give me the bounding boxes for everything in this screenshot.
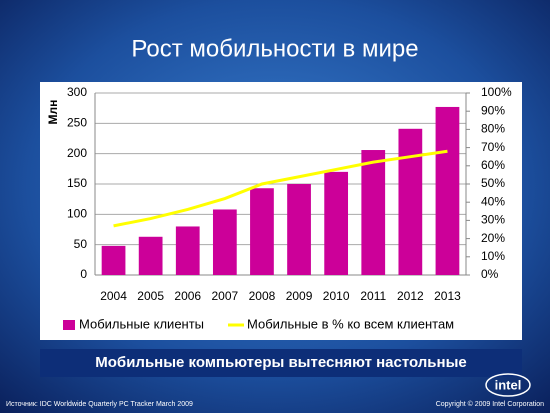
y2-tick-label: 100% — [481, 85, 512, 99]
y-tick-label: 300 — [67, 85, 87, 99]
y-axis-label: Млн — [46, 100, 60, 125]
y2-tick-label: 50% — [481, 176, 505, 190]
x-tick-label: 2010 — [323, 289, 350, 303]
y2-tick-label: 80% — [481, 122, 505, 136]
x-tick-label: 2009 — [286, 289, 313, 303]
logo: intel — [495, 377, 522, 392]
bar — [287, 184, 311, 275]
x-tick-label: 2012 — [397, 289, 424, 303]
x-tick-label: 2005 — [137, 289, 164, 303]
x-tick-label: 2008 — [249, 289, 276, 303]
legend-label: Мобильные клиенты — [79, 316, 204, 331]
banner-band — [40, 349, 522, 377]
x-tick-label: 2011 — [360, 289, 386, 303]
legend-label: Мобильные в % ко всем клиентам — [247, 316, 454, 331]
bar — [250, 188, 274, 275]
chart-title: Рост мобильности в мире — [131, 35, 418, 62]
source: Источник: IDC Worldwide Quarterly PC Tra… — [6, 401, 193, 408]
y2-tick-label: 30% — [481, 213, 505, 227]
bar — [398, 128, 423, 275]
bar — [435, 106, 460, 275]
y2-tick-label: 10% — [481, 249, 505, 263]
y-tick-label: 250 — [67, 116, 87, 130]
y-tick-label: 200 — [67, 146, 87, 160]
bar — [138, 236, 163, 275]
y-tick-label: 50 — [74, 237, 88, 251]
x-tick-label: 2013 — [434, 289, 461, 303]
y2-tick-label: 40% — [481, 194, 505, 208]
y2-tick-label: 20% — [481, 231, 505, 245]
y-tick-label: 100 — [67, 207, 87, 221]
y2-tick-label: 60% — [481, 158, 505, 172]
y-tick-label: 0 — [80, 267, 87, 281]
bar — [175, 226, 200, 275]
y2-tick-label: 90% — [481, 103, 505, 117]
legend-swatch — [63, 320, 75, 330]
x-tick-label: 2006 — [174, 289, 201, 303]
bar — [361, 150, 386, 275]
y-tick-label: 150 — [67, 176, 87, 190]
y2-tick-label: 0% — [481, 267, 499, 281]
bar — [101, 245, 126, 275]
bar — [324, 171, 349, 275]
bar — [212, 209, 237, 275]
x-tick-label: 2007 — [211, 289, 238, 303]
y2-tick-label: 70% — [481, 140, 505, 154]
x-tick-label: 2004 — [100, 289, 127, 303]
copyright: Copyright © 2009 Intel Corporation — [436, 400, 544, 408]
line — [113, 149, 448, 228]
banner: Мобильные компьютеры вытесняют настольны… — [95, 354, 466, 371]
logo-ring — [485, 373, 531, 397]
